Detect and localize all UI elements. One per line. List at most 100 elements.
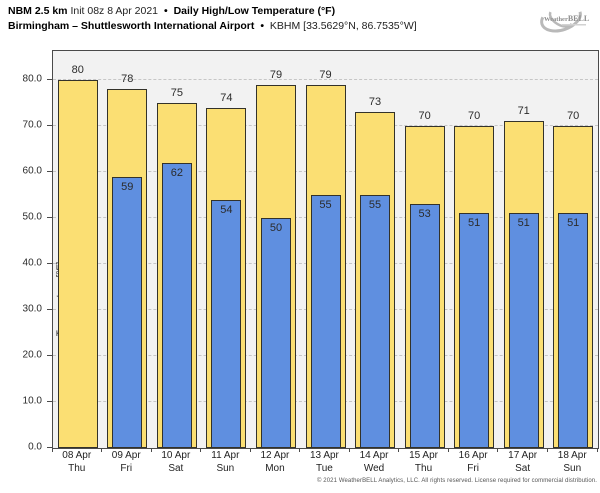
x-tick-date: 15 Apr — [409, 450, 438, 461]
y-tick-label: 40.0 — [22, 257, 42, 269]
y-tick-label: 60.0 — [22, 165, 42, 177]
x-tick-mark — [200, 448, 202, 452]
y-tick-mark — [47, 308, 52, 310]
product-name: Daily High/Low Temperature (°F) — [173, 5, 336, 17]
high-value-label: 70 — [467, 110, 481, 122]
chart-header: NBM 2.5 km Init 08z 8 Apr 2021 • Daily H… — [8, 4, 417, 34]
x-tick-day: Mon — [265, 462, 285, 474]
y-tick-label: 70.0 — [22, 119, 42, 131]
x-tick-label: 16 Apr Fri — [448, 450, 498, 475]
low-value-label: 54 — [220, 203, 233, 216]
y-tick-mark — [47, 354, 52, 356]
y-tick-mark — [47, 446, 52, 448]
x-tick-day: Fri — [120, 462, 133, 474]
x-tick-label: 14 Apr Wed — [349, 450, 399, 475]
low-value-label: 51 — [567, 217, 580, 230]
x-tick-day: Wed — [363, 462, 385, 474]
x-tick-date: 13 Apr — [309, 450, 339, 461]
x-tick-day: Sun — [563, 462, 582, 474]
plot-area: Temperature [°F] 80785975627454795079557… — [52, 50, 599, 449]
high-value-label: 79 — [269, 68, 283, 81]
high-value-label: 71 — [517, 105, 530, 118]
low-value-label: 59 — [121, 180, 134, 193]
x-tick-day: Tue — [316, 462, 333, 474]
bullet-separator: • — [260, 20, 264, 32]
low-value-label: 53 — [418, 208, 431, 221]
station-coordinates: KBHM [33.5629°N, 86.7535°W] — [269, 20, 417, 32]
x-tick-date: 12 Apr — [260, 450, 290, 461]
title-line-1: NBM 2.5 km Init 08z 8 Apr 2021 • Daily H… — [8, 4, 417, 19]
y-tick-label: 10.0 — [22, 395, 42, 407]
x-tick-mark — [249, 448, 251, 452]
x-tick-label: 13 Apr Tue — [300, 450, 350, 475]
title-line-2: Birmingham – Shuttlesworth International… — [8, 19, 417, 34]
weatherbell-logo: WeatherBELL — [532, 2, 594, 38]
x-axis: 08 Apr Thu 09 Apr Fri 10 Apr Sat 11 Apr Sun 12 A… — [51, 448, 598, 478]
x-tick-mark — [348, 448, 350, 452]
low-bar — [310, 195, 341, 448]
x-tick-day: Thu — [68, 462, 86, 474]
high-value-label: 75 — [170, 87, 184, 99]
x-tick-date: 14 Apr — [359, 450, 389, 461]
x-tick-mark — [497, 448, 499, 452]
x-tick-mark — [299, 448, 301, 452]
x-tick-label: 08 Apr Thu — [52, 450, 102, 475]
low-value-label: 55 — [368, 199, 382, 211]
low-bar — [508, 213, 539, 448]
x-tick-date: 17 Apr — [508, 450, 538, 461]
y-tick-label: 0.0 — [28, 441, 42, 453]
low-bar — [161, 162, 192, 448]
x-tick-date: 10 Apr — [161, 450, 191, 461]
y-tick-mark — [47, 216, 52, 218]
y-tick-label: 20.0 — [22, 349, 42, 361]
x-tick-date: 08 Apr — [62, 450, 92, 461]
y-tick-label: 30.0 — [22, 303, 42, 315]
x-tick-label: 12 Apr Mon — [250, 450, 300, 475]
high-value-label: 73 — [368, 96, 382, 109]
high-value-label: 70 — [567, 110, 580, 122]
low-bar — [261, 218, 291, 448]
low-bar — [459, 213, 490, 448]
x-tick-mark — [150, 448, 152, 452]
x-tick-mark — [547, 448, 548, 452]
x-tick-mark — [447, 448, 449, 452]
high-value-label: 78 — [121, 73, 134, 86]
y-tick-mark — [47, 78, 52, 80]
y-tick-mark — [47, 124, 52, 126]
x-tick-label: 09 Apr Fri — [102, 450, 152, 475]
x-tick-label: 11 Apr Sun — [201, 450, 251, 475]
gridline-80 — [53, 79, 598, 80]
x-tick-day: Fri — [467, 462, 479, 474]
x-tick-label: 10 Apr Sat — [151, 450, 201, 475]
x-tick-day: Sat — [168, 462, 184, 474]
y-tick-label: 80.0 — [22, 73, 42, 85]
bullet-separator: • — [163, 5, 168, 17]
high-value-label: 79 — [319, 68, 332, 81]
low-bar — [409, 204, 440, 448]
hurricane-swirl-icon: WeatherBELL — [540, 3, 589, 33]
low-bar — [558, 213, 589, 448]
x-tick-mark — [596, 448, 598, 452]
high-value-label: 80 — [71, 64, 84, 76]
high-value-label: 74 — [220, 91, 233, 104]
y-tick-mark — [47, 400, 52, 402]
low-bar — [112, 176, 143, 448]
x-tick-label: 15 Apr Thu — [399, 450, 449, 475]
y-tick-label: 50.0 — [22, 211, 42, 223]
x-tick-date: 09 Apr — [111, 450, 141, 461]
svg-text:WeatherBELL: WeatherBELL — [544, 14, 589, 23]
model-name: NBM 2.5 km — [8, 5, 68, 17]
low-bar — [360, 195, 390, 448]
x-tick-day: Sat — [515, 462, 531, 474]
y-axis: 0.0 10.0 20.0 30.0 40.0 50.0 60.0 70.0 80.0 — [0, 50, 52, 453]
low-bar — [211, 199, 242, 448]
x-tick-mark — [398, 448, 400, 452]
x-tick-label: 18 Apr Sun — [548, 450, 598, 475]
copyright-notice: © 2021 WeatherBELL Analytics, LLC. All r… — [317, 478, 597, 484]
x-tick-label: 17 Apr Sat — [498, 450, 548, 475]
init-time: Init 08z 8 Apr 2021 — [70, 5, 159, 17]
y-tick-mark — [47, 170, 52, 172]
y-tick-mark — [47, 262, 52, 264]
high-value-label: 70 — [418, 110, 431, 122]
